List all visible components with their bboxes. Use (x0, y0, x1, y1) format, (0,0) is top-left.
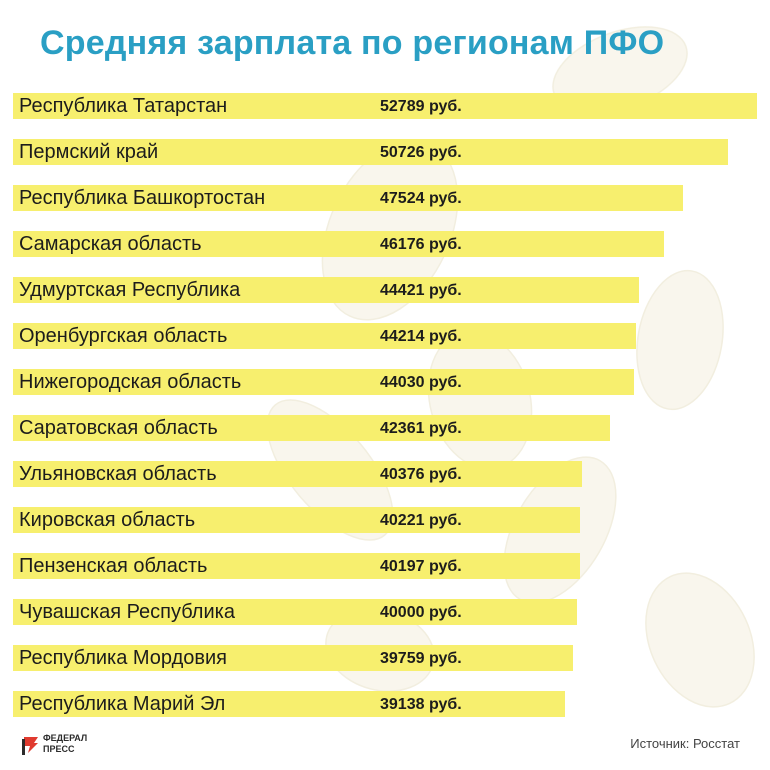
bar (13, 415, 610, 441)
bar (13, 507, 580, 533)
federal-press-logo-icon (22, 737, 38, 755)
value-label: 52789 руб. (380, 98, 462, 115)
value-label: 46176 руб. (380, 236, 462, 253)
category-label: Республика Марий Эл (19, 693, 226, 715)
value-label: 40221 руб. (380, 512, 462, 529)
category-label: Пензенская область (19, 555, 208, 577)
category-label: Оренбургская область (19, 325, 228, 347)
bar (13, 553, 580, 579)
category-label: Нижегородская область (19, 371, 242, 393)
bar (13, 277, 639, 303)
category-label: Республика Татарстан (19, 95, 228, 117)
category-label: Саратовская область (19, 417, 218, 439)
value-label: 39759 руб. (380, 650, 462, 667)
logo-line1: ФЕДЕРАЛ (43, 733, 88, 743)
bar (13, 93, 757, 119)
category-label: Удмуртская Республика (19, 279, 241, 301)
chart-title: Средняя зарплата по регионам ПФО (40, 24, 665, 62)
value-label: 44214 руб. (380, 328, 462, 345)
logo-line2: ПРЕСС (43, 744, 75, 754)
value-label: 40000 руб. (380, 604, 462, 621)
value-label: 40197 руб. (380, 558, 462, 575)
category-label: Чувашская Республика (19, 601, 235, 623)
value-label: 44030 руб. (380, 374, 462, 391)
category-label: Ульяновская область (19, 463, 217, 485)
value-label: 47524 руб. (380, 190, 462, 207)
value-label: 50726 руб. (380, 144, 462, 161)
bar (13, 691, 565, 717)
category-label: Кировская область (19, 509, 196, 531)
bar (13, 645, 573, 671)
source-note: Источник: Росстат (630, 736, 740, 751)
bar (13, 139, 728, 165)
category-label: Пермский край (19, 141, 159, 163)
bar (13, 185, 683, 211)
bar (13, 231, 664, 257)
bar (13, 599, 577, 625)
value-label: 42361 руб. (380, 420, 462, 437)
category-label: Республика Мордовия (19, 647, 227, 669)
value-label: 39138 руб. (380, 696, 462, 713)
value-label: 44421 руб. (380, 282, 462, 299)
value-label: 40376 руб. (380, 466, 462, 483)
bar (13, 323, 636, 349)
bar (13, 369, 634, 395)
bar (13, 461, 582, 487)
category-label: Самарская область (19, 233, 202, 255)
category-label: Республика Башкортостан (19, 187, 266, 209)
